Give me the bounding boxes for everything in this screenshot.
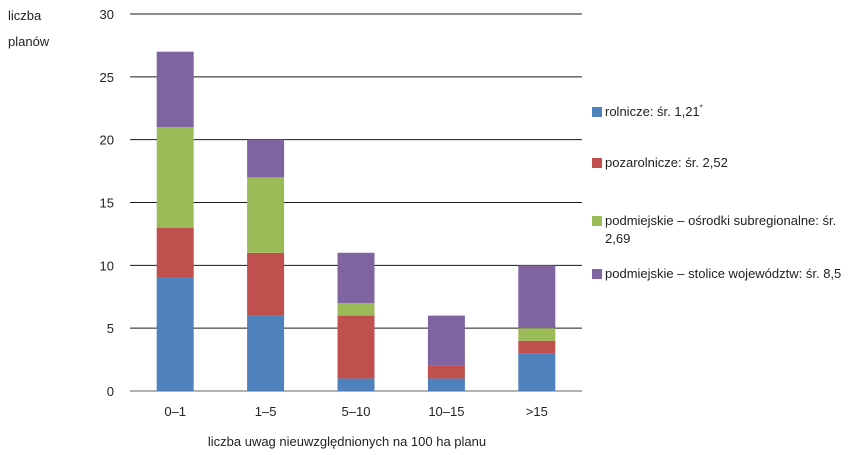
x-tick-label: 1–5 [255, 404, 277, 419]
bar-segment-10–15-series-1 [427, 365, 465, 379]
y-tick-label: 20 [100, 133, 114, 148]
bar-segment-0–1-series-0 [156, 277, 194, 391]
bar-segment-0–1-series-2 [156, 127, 194, 228]
bar-stacks [156, 51, 556, 391]
y-tick-label: 30 [100, 7, 114, 22]
legend-swatch-subregionalne [592, 216, 602, 226]
y-tick-label: 25 [100, 70, 114, 85]
y-tick-label: 10 [100, 258, 114, 273]
bar-segment->15-series-0 [518, 353, 556, 391]
x-tick-label: >15 [526, 404, 548, 419]
legend-swatch-stolice [592, 269, 602, 279]
bar-segment-10–15-series-3 [427, 315, 465, 366]
x-tick-label: 10–15 [428, 404, 464, 419]
bar-segment->15-series-1 [518, 340, 556, 354]
y-tick-label: 15 [100, 196, 114, 211]
bar-segment-1–5-series-0 [247, 315, 285, 391]
legend-footnote-mark: * [699, 103, 703, 113]
y-tick-label: 0 [107, 384, 114, 399]
bar-segment-5–10-series-1 [337, 315, 375, 379]
bar-segment->15-series-2 [518, 328, 556, 341]
legend-label-rolnicze: rolnicze: śr. 1,21 [605, 104, 700, 119]
bar-segment-10–15-series-0 [427, 378, 465, 391]
gridlines [130, 13, 582, 392]
bar-segment->15-series-3 [518, 265, 556, 329]
legend-swatch-rolnicze [592, 107, 602, 117]
y-tick-labels: 0 5 10 15 20 25 30 [100, 7, 114, 399]
legend-swatch-pozarolnicze [592, 158, 602, 168]
bar-segment-1–5-series-3 [247, 139, 285, 178]
bar-segment-5–10-series-0 [337, 378, 375, 391]
bar-segment-1–5-series-1 [247, 252, 285, 316]
x-tick-labels: 0–1 1–5 5–10 10–15 >15 [164, 404, 547, 419]
stacked-bar-chart: 0 5 10 15 20 25 30 0–1 1–5 5–10 10–15 >15 liczba u… [100, 7, 582, 449]
x-tick-label: 5–10 [342, 404, 371, 419]
bar-segment-5–10-series-2 [337, 303, 375, 316]
bar-segment-5–10-series-3 [337, 252, 375, 304]
x-axis-label: liczba uwag nieuwzględnionych na 100 ha … [208, 434, 486, 449]
y-axis-label-line-2: planów [8, 34, 50, 49]
legend-label-subregionalne: podmiejskie – ośrodki subregionalne: śr.… [605, 213, 837, 246]
legend-label-stolice: podmiejskie – stolice województw: śr. 8,… [605, 266, 842, 281]
legend-label-pozarolnicze: pozarolnicze: śr. 2,52 [605, 155, 728, 170]
y-tick-label: 5 [107, 321, 114, 336]
bar-segment-1–5-series-2 [247, 177, 285, 253]
y-axis-label-line-1: liczba [8, 8, 42, 23]
x-tick-label: 0–1 [164, 404, 186, 419]
bar-segment-0–1-series-1 [156, 227, 194, 278]
bar-segment-0–1-series-3 [156, 51, 194, 128]
